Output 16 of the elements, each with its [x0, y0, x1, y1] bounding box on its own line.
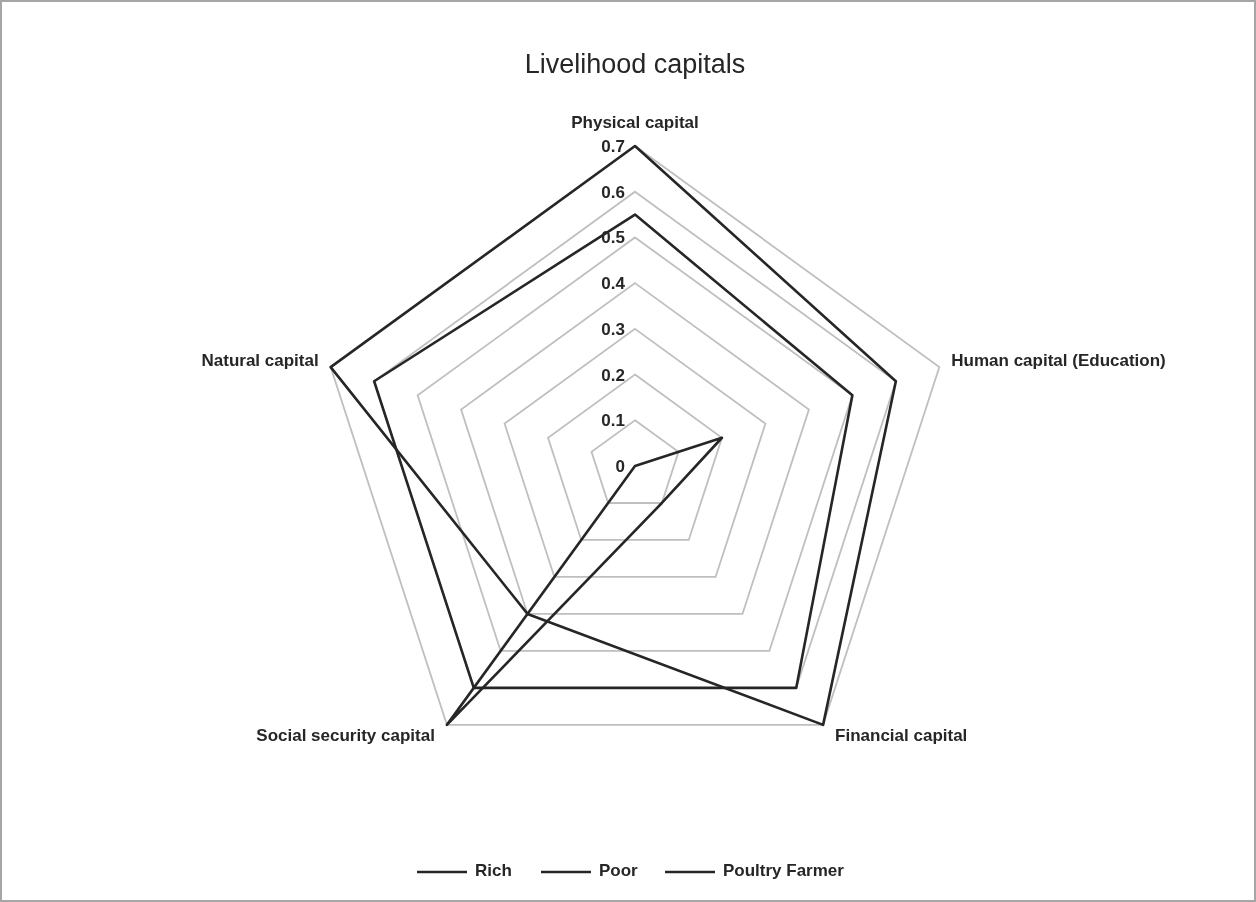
- spoke-label: Physical capital: [571, 113, 699, 133]
- y-tick-label: 0.2: [601, 365, 625, 385]
- spoke-label: Financial capital: [835, 726, 968, 746]
- y-tick-label: 0.3: [601, 319, 625, 339]
- y-tick-label: 0: [615, 457, 625, 476]
- legend-label: Rich: [475, 861, 512, 881]
- legend-label: Poultry Farmer: [723, 861, 845, 881]
- chart-title: Livelihood capitals: [524, 49, 746, 79]
- spoke-label: Human capital (Education): [951, 350, 1166, 370]
- y-tick-label: 0.7: [601, 137, 625, 156]
- y-tick-label: 0.4: [601, 274, 626, 294]
- spoke-label: Natural capital: [201, 350, 319, 370]
- legend-label: Poor: [599, 861, 639, 881]
- spoke-label: Social security capital: [256, 726, 435, 746]
- y-tick-label: 0.6: [601, 182, 625, 202]
- y-tick-label: 0.1: [601, 411, 625, 431]
